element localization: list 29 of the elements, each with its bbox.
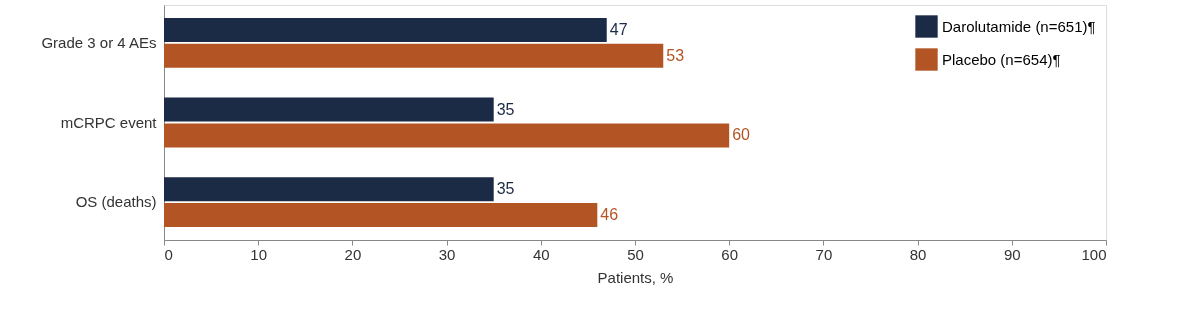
legend-label: Darolutamide (n=651)¶ [942,17,1096,35]
bar [164,123,730,148]
legend-label: Placebo (n=654)¶ [942,50,1061,68]
data-label: 53 [666,46,685,64]
bar [164,17,607,42]
data-label: 35 [496,100,515,118]
x-tick-label: 30 [438,245,456,263]
y-tick-label: mCRPC event [60,113,158,131]
x-tick-label: 20 [344,245,362,263]
x-tick-label: 10 [250,245,268,263]
data-label: 60 [732,126,751,144]
x-tick-label: 40 [532,245,550,263]
data-label: 35 [496,180,515,198]
x-tick-label: 100 [1081,245,1107,263]
x-tick-label: 90 [1003,245,1021,263]
x-tick-label: 60 [721,245,739,263]
y-tick-label: Grade 3 or 4 AEs [41,33,157,51]
bar [164,97,494,122]
y-tick-label: OS (deaths) [75,193,157,211]
x-tick-label: 0 [164,245,173,263]
bar [164,177,494,202]
bar [164,43,664,68]
x-axis-title: Patients, % [597,268,674,286]
data-label: 46 [600,206,619,224]
x-tick-label: 50 [627,245,644,263]
x-tick-label: 70 [815,245,833,263]
x-tick-label: 80 [909,245,927,263]
bar [164,203,598,228]
data-label: 47 [609,20,628,38]
